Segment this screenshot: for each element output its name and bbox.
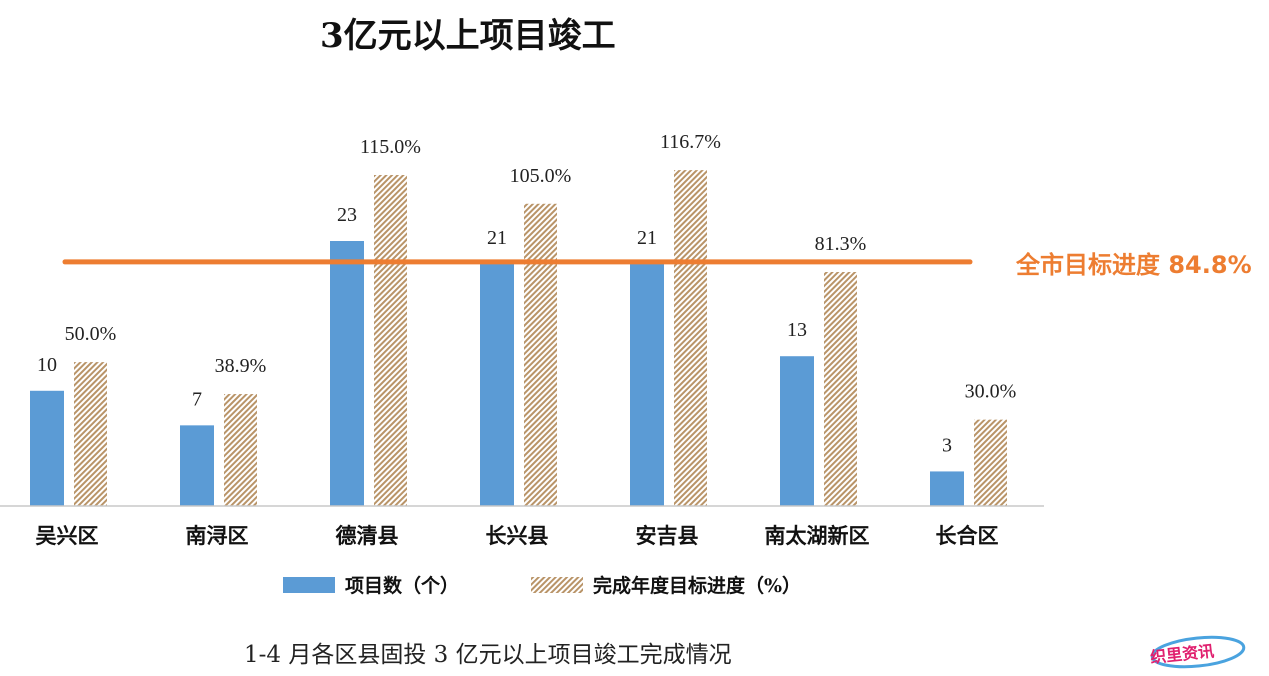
legend: 项目数（个） 完成年度目标进度（%） [283,574,801,597]
bar-project-count [480,264,514,506]
bar-project-count [330,241,364,506]
category-label: 南浔区 [186,523,249,548]
data-label-project-count: 21 [637,227,657,249]
data-label-project-count: 23 [337,204,357,226]
data-label-progress: 105.0% [510,165,572,187]
data-label-progress: 115.0% [360,136,421,158]
legend-swatch-projects [283,577,335,593]
bar-project-count [630,264,664,506]
category-label: 长合区 [936,523,999,548]
legend-label-progress: 完成年度目标进度（%） [593,574,801,597]
category-label: 安吉县 [636,523,699,548]
watermark-logo: 织里资讯 [1149,635,1246,669]
watermark-text: 织里资讯 [1149,641,1215,667]
data-label-project-count: 10 [37,354,57,376]
data-label-project-count: 7 [192,388,202,410]
bar-project-count [930,471,964,506]
chart-title: 3亿元以上项目竣工 [320,16,616,56]
bar-progress [74,362,107,506]
data-label-progress: 38.9% [215,355,267,377]
bar-project-count [780,356,814,506]
bar-progress [674,170,707,506]
category-ticks: 吴兴区 南浔区 德清县 长兴县 安吉县 南太湖新区 长合区 [36,523,999,548]
data-label-progress: 116.7% [660,131,721,153]
bar-progress [974,419,1007,506]
bars-layer: 10 50.0% 7 38.9% 23 115.0% 21 105.0% 21 116.7% 13 8… [30,131,1017,507]
legend-swatch-progress [531,577,583,593]
data-label-project-count: 21 [487,227,507,249]
bar-progress [524,203,557,507]
data-label-progress: 50.0% [65,323,117,345]
legend-label-projects: 项目数（个） [345,574,459,597]
category-label: 长兴县 [486,523,549,548]
bar-project-count [180,425,214,506]
category-label: 德清县 [336,523,399,548]
data-label-project-count: 13 [787,319,807,341]
bar-progress [224,394,257,506]
bar-project-count [30,390,64,506]
bar-progress [374,175,407,506]
data-label-project-count: 3 [942,434,952,456]
data-label-progress: 81.3% [815,233,867,255]
caption: 1-4 月各区县固投 3 亿元以上项目竣工完成情况 [244,642,732,668]
category-label: 吴兴区 [36,523,99,548]
bar-progress [824,271,857,506]
data-label-progress: 30.0% [965,381,1017,403]
category-label: 南太湖新区 [765,523,870,548]
target-label: 全市目标进度 84.8% [1015,251,1252,279]
